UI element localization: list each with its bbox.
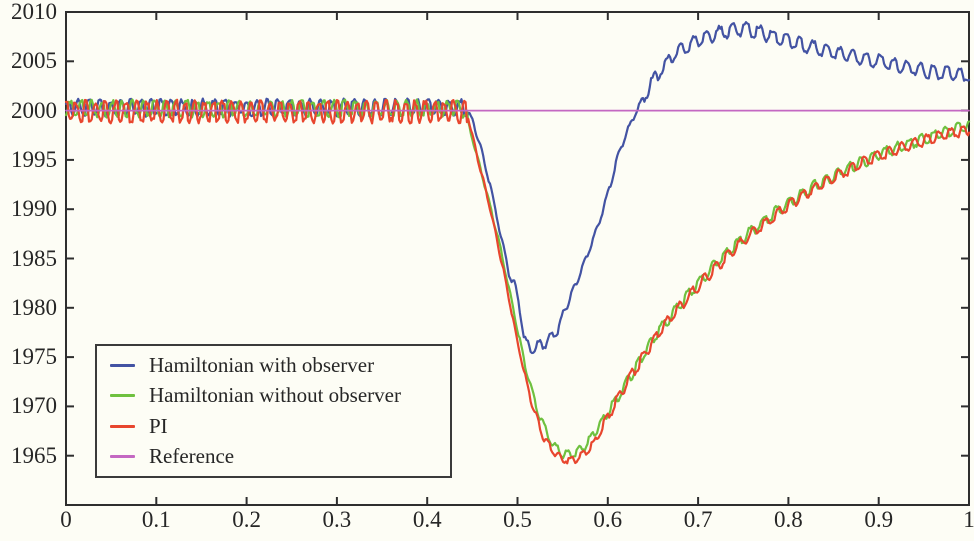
x-tick-label: 0.9 [864, 507, 894, 532]
x-tick-label: 0.5 [503, 507, 532, 532]
legend-item-label: Hamiltonian with observer [149, 352, 375, 377]
series-line-pi [64, 98, 971, 465]
y-tick-label: 1975 [11, 344, 57, 370]
y-tick-label: 2010 [11, 0, 57, 24]
legend-item: Reference [110, 445, 450, 468]
y-tick-label: 1965 [11, 442, 57, 468]
x-tick-label: 0.1 [141, 507, 171, 532]
legend-item: PI [110, 413, 450, 438]
legend: Hamiltonian with observer Hamiltonian wit… [95, 344, 452, 478]
x-tick-label: 0.8 [774, 507, 803, 532]
x-tick-label: 0.3 [322, 507, 352, 532]
legend-item: Hamiltonian without observer [110, 384, 450, 407]
x-tick-label: 0.6 [593, 507, 623, 532]
y-tick-label: 1980 [11, 294, 57, 320]
legend-line-swatch [110, 363, 135, 367]
y-tick-label: 1990 [11, 196, 57, 222]
y-tick-label: 1970 [11, 393, 57, 419]
x-tick-label: 0.7 [683, 507, 713, 532]
legend-item-label: Reference [149, 444, 235, 469]
y-tick-label: 2005 [11, 48, 57, 74]
y-tick-label: 2000 [11, 97, 57, 123]
y-tick-label: 1985 [11, 245, 57, 271]
series-line-hamiltonian-with-observer [64, 21, 971, 355]
legend-item-label: PI [149, 413, 168, 438]
legend-line-swatch [110, 394, 135, 398]
legend-item-label: Hamiltonian without observer [149, 383, 401, 408]
y-tick-label: 1995 [11, 146, 57, 172]
x-tick-label: 1 [963, 507, 974, 532]
legend-line-swatch [110, 455, 135, 459]
x-tick-label: 0 [60, 507, 72, 532]
x-tick-label: 0.2 [232, 507, 261, 532]
x-tick-label: 0.4 [412, 507, 442, 532]
legend-item: Hamiltonian with observer [110, 352, 450, 377]
legend-line-swatch [110, 424, 135, 428]
